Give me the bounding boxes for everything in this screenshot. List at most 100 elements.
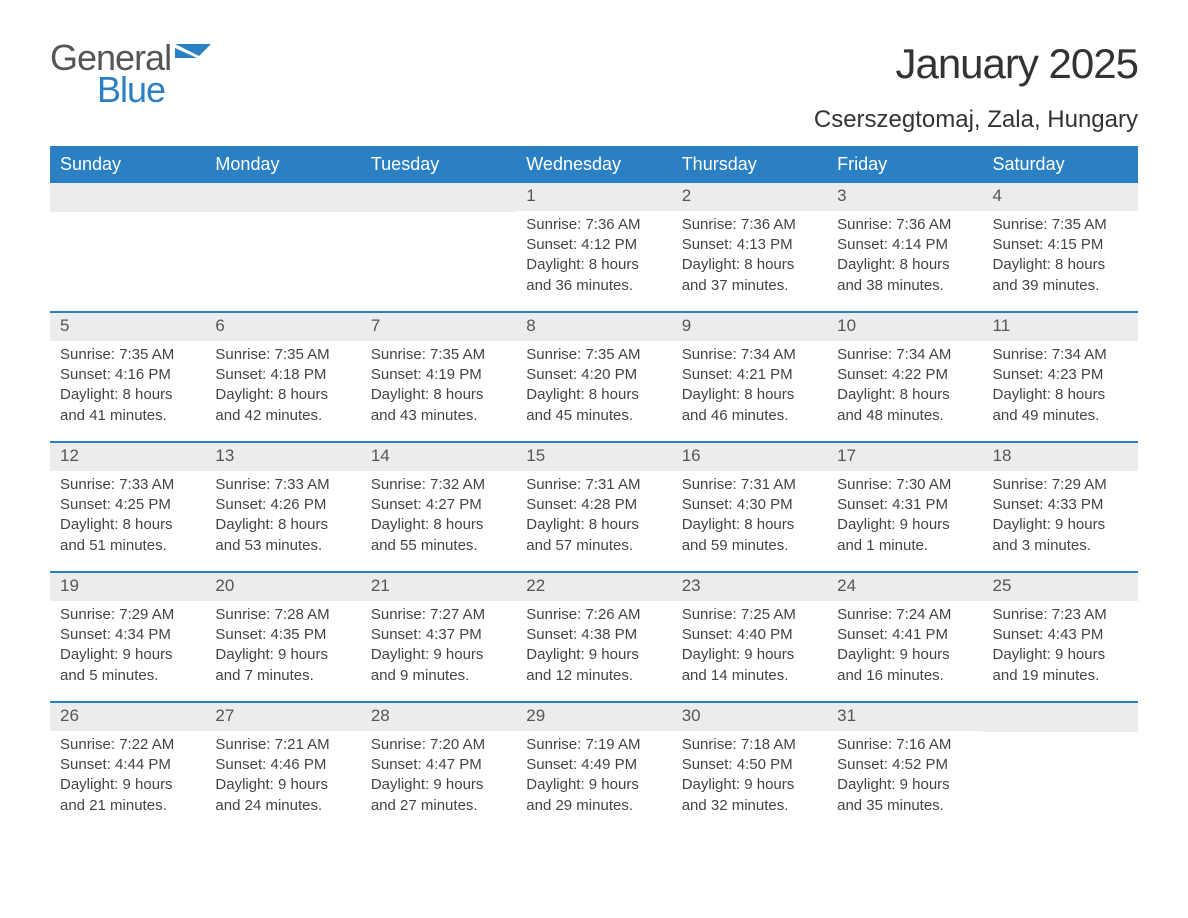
day-details: Sunrise: 7:35 AMSunset: 4:16 PMDaylight:… (50, 341, 205, 436)
calendar-cell: 18Sunrise: 7:29 AMSunset: 4:33 PMDayligh… (983, 443, 1138, 571)
calendar-cell: 10Sunrise: 7:34 AMSunset: 4:22 PMDayligh… (827, 313, 982, 441)
weekday-header: Saturday (983, 146, 1138, 183)
sunset-text: Sunset: 4:46 PM (215, 755, 350, 775)
sunset-text: Sunset: 4:40 PM (682, 625, 817, 645)
day-details: Sunrise: 7:33 AMSunset: 4:25 PMDaylight:… (50, 471, 205, 566)
day-details: Sunrise: 7:30 AMSunset: 4:31 PMDaylight:… (827, 471, 982, 566)
calendar-cell: 25Sunrise: 7:23 AMSunset: 4:43 PMDayligh… (983, 573, 1138, 701)
sunrise-text: Sunrise: 7:34 AM (682, 345, 817, 365)
day-number: 25 (983, 573, 1138, 601)
sunset-text: Sunset: 4:22 PM (837, 365, 972, 385)
calendar-cell: 6Sunrise: 7:35 AMSunset: 4:18 PMDaylight… (205, 313, 360, 441)
day-details: Sunrise: 7:21 AMSunset: 4:46 PMDaylight:… (205, 731, 360, 826)
day-number: 8 (516, 313, 671, 341)
weekday-header: Wednesday (516, 146, 671, 183)
day-details: Sunrise: 7:35 AMSunset: 4:19 PMDaylight:… (361, 341, 516, 436)
calendar-cell: 5Sunrise: 7:35 AMSunset: 4:16 PMDaylight… (50, 313, 205, 441)
daylight-text: Daylight: 8 hours and 38 minutes. (837, 255, 972, 296)
day-number: 20 (205, 573, 360, 601)
day-number: 29 (516, 703, 671, 731)
calendar-cell: 31Sunrise: 7:16 AMSunset: 4:52 PMDayligh… (827, 703, 982, 831)
sunrise-text: Sunrise: 7:32 AM (371, 475, 506, 495)
calendar-cell: 22Sunrise: 7:26 AMSunset: 4:38 PMDayligh… (516, 573, 671, 701)
calendar-week: 5Sunrise: 7:35 AMSunset: 4:16 PMDaylight… (50, 311, 1138, 441)
day-details: Sunrise: 7:22 AMSunset: 4:44 PMDaylight:… (50, 731, 205, 826)
page: General Blue January 2025 Cserszegtomaj,… (0, 0, 1188, 861)
daylight-text: Daylight: 9 hours and 24 minutes. (215, 775, 350, 816)
calendar-cell: 16Sunrise: 7:31 AMSunset: 4:30 PMDayligh… (672, 443, 827, 571)
sunset-text: Sunset: 4:13 PM (682, 235, 817, 255)
daylight-text: Daylight: 8 hours and 51 minutes. (60, 515, 195, 556)
day-number: 22 (516, 573, 671, 601)
brand-logo: General Blue (50, 40, 211, 108)
day-number: 7 (361, 313, 516, 341)
sunset-text: Sunset: 4:47 PM (371, 755, 506, 775)
calendar-cell: 17Sunrise: 7:30 AMSunset: 4:31 PMDayligh… (827, 443, 982, 571)
calendar-cell: 12Sunrise: 7:33 AMSunset: 4:25 PMDayligh… (50, 443, 205, 571)
location-label: Cserszegtomaj, Zala, Hungary (814, 106, 1138, 134)
calendar-body: 1Sunrise: 7:36 AMSunset: 4:12 PMDaylight… (50, 183, 1138, 831)
day-details: Sunrise: 7:36 AMSunset: 4:12 PMDaylight:… (516, 211, 671, 306)
daylight-text: Daylight: 9 hours and 5 minutes. (60, 645, 195, 686)
calendar-cell (205, 183, 360, 311)
daylight-text: Daylight: 9 hours and 21 minutes. (60, 775, 195, 816)
daylight-text: Daylight: 9 hours and 16 minutes. (837, 645, 972, 686)
calendar-cell: 21Sunrise: 7:27 AMSunset: 4:37 PMDayligh… (361, 573, 516, 701)
sunrise-text: Sunrise: 7:31 AM (526, 475, 661, 495)
weekday-header: Monday (205, 146, 360, 183)
day-details: Sunrise: 7:26 AMSunset: 4:38 PMDaylight:… (516, 601, 671, 696)
sunrise-text: Sunrise: 7:24 AM (837, 605, 972, 625)
calendar-cell: 20Sunrise: 7:28 AMSunset: 4:35 PMDayligh… (205, 573, 360, 701)
sunset-text: Sunset: 4:20 PM (526, 365, 661, 385)
daylight-text: Daylight: 8 hours and 55 minutes. (371, 515, 506, 556)
sunset-text: Sunset: 4:38 PM (526, 625, 661, 645)
daylight-text: Daylight: 8 hours and 39 minutes. (993, 255, 1128, 296)
daylight-text: Daylight: 8 hours and 41 minutes. (60, 385, 195, 426)
sunrise-text: Sunrise: 7:28 AM (215, 605, 350, 625)
sunrise-text: Sunrise: 7:20 AM (371, 735, 506, 755)
daylight-text: Daylight: 8 hours and 46 minutes. (682, 385, 817, 426)
day-details: Sunrise: 7:36 AMSunset: 4:13 PMDaylight:… (672, 211, 827, 306)
daylight-text: Daylight: 8 hours and 53 minutes. (215, 515, 350, 556)
daylight-text: Daylight: 8 hours and 48 minutes. (837, 385, 972, 426)
day-number: 10 (827, 313, 982, 341)
day-number: 4 (983, 183, 1138, 211)
sunrise-text: Sunrise: 7:29 AM (993, 475, 1128, 495)
weekday-header: Friday (827, 146, 982, 183)
day-details: Sunrise: 7:19 AMSunset: 4:49 PMDaylight:… (516, 731, 671, 826)
sunrise-text: Sunrise: 7:34 AM (837, 345, 972, 365)
sunset-text: Sunset: 4:33 PM (993, 495, 1128, 515)
day-number: 5 (50, 313, 205, 341)
calendar-cell: 11Sunrise: 7:34 AMSunset: 4:23 PMDayligh… (983, 313, 1138, 441)
calendar-cell: 1Sunrise: 7:36 AMSunset: 4:12 PMDaylight… (516, 183, 671, 311)
day-details: Sunrise: 7:29 AMSunset: 4:34 PMDaylight:… (50, 601, 205, 696)
calendar-cell: 23Sunrise: 7:25 AMSunset: 4:40 PMDayligh… (672, 573, 827, 701)
day-details: Sunrise: 7:34 AMSunset: 4:21 PMDaylight:… (672, 341, 827, 436)
daylight-text: Daylight: 9 hours and 14 minutes. (682, 645, 817, 686)
day-details: Sunrise: 7:35 AMSunset: 4:20 PMDaylight:… (516, 341, 671, 436)
calendar-cell: 30Sunrise: 7:18 AMSunset: 4:50 PMDayligh… (672, 703, 827, 831)
sunrise-text: Sunrise: 7:36 AM (682, 215, 817, 235)
calendar-cell: 9Sunrise: 7:34 AMSunset: 4:21 PMDaylight… (672, 313, 827, 441)
flag-icon (175, 44, 211, 68)
sunrise-text: Sunrise: 7:35 AM (215, 345, 350, 365)
month-title: January 2025 (814, 40, 1138, 88)
daylight-text: Daylight: 9 hours and 9 minutes. (371, 645, 506, 686)
day-details: Sunrise: 7:34 AMSunset: 4:22 PMDaylight:… (827, 341, 982, 436)
calendar-cell: 29Sunrise: 7:19 AMSunset: 4:49 PMDayligh… (516, 703, 671, 831)
sunrise-text: Sunrise: 7:35 AM (526, 345, 661, 365)
day-number: 21 (361, 573, 516, 601)
daylight-text: Daylight: 8 hours and 42 minutes. (215, 385, 350, 426)
sunrise-text: Sunrise: 7:34 AM (993, 345, 1128, 365)
sunset-text: Sunset: 4:35 PM (215, 625, 350, 645)
sunrise-text: Sunrise: 7:16 AM (837, 735, 972, 755)
sunset-text: Sunset: 4:15 PM (993, 235, 1128, 255)
calendar-week: 26Sunrise: 7:22 AMSunset: 4:44 PMDayligh… (50, 701, 1138, 831)
sunrise-text: Sunrise: 7:31 AM (682, 475, 817, 495)
day-number: 6 (205, 313, 360, 341)
day-details: Sunrise: 7:35 AMSunset: 4:15 PMDaylight:… (983, 211, 1138, 306)
calendar-cell: 19Sunrise: 7:29 AMSunset: 4:34 PMDayligh… (50, 573, 205, 701)
day-number: 26 (50, 703, 205, 731)
day-number: 12 (50, 443, 205, 471)
day-details: Sunrise: 7:28 AMSunset: 4:35 PMDaylight:… (205, 601, 360, 696)
